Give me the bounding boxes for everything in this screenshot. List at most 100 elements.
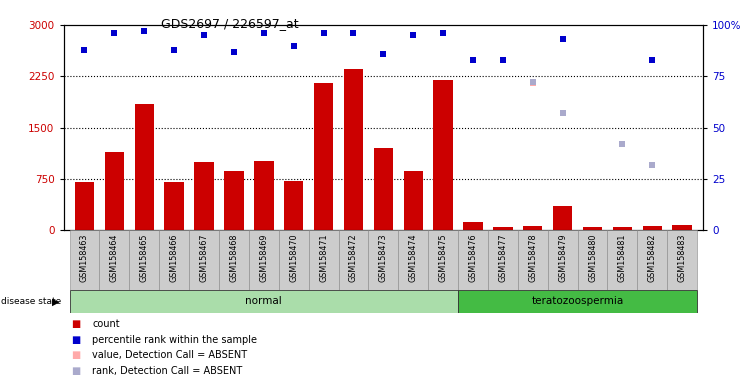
Bar [637, 230, 667, 290]
Bar [75, 182, 94, 230]
Bar [189, 230, 219, 290]
Text: value, Detection Call = ABSENT: value, Detection Call = ABSENT [92, 350, 247, 360]
Text: GSM158465: GSM158465 [140, 233, 149, 282]
Point [527, 79, 539, 86]
Bar [518, 230, 548, 290]
Text: ■: ■ [71, 319, 80, 329]
Bar [194, 162, 214, 230]
Text: GSM158482: GSM158482 [648, 233, 657, 282]
Point [616, 141, 628, 147]
Point [557, 110, 568, 116]
Bar [577, 230, 607, 290]
Bar [613, 227, 632, 230]
Point [168, 46, 180, 53]
Bar [219, 230, 249, 290]
Point [557, 36, 568, 42]
Bar [523, 226, 542, 230]
Bar [433, 80, 453, 230]
Text: GSM158464: GSM158464 [110, 233, 119, 282]
Bar [105, 152, 124, 230]
Bar [488, 230, 518, 290]
Bar [458, 290, 697, 313]
Bar [224, 171, 244, 230]
Bar [254, 161, 274, 230]
Point [108, 30, 120, 36]
Text: GSM158483: GSM158483 [678, 233, 687, 282]
Text: GSM158468: GSM158468 [230, 233, 239, 282]
Text: GSM158471: GSM158471 [319, 233, 328, 282]
Bar [279, 230, 309, 290]
Point [198, 32, 210, 38]
Text: GSM158463: GSM158463 [80, 233, 89, 282]
Point [377, 51, 389, 57]
Point [288, 43, 300, 49]
Text: rank, Detection Call = ABSENT: rank, Detection Call = ABSENT [92, 366, 242, 376]
Bar [398, 230, 428, 290]
Point [437, 30, 449, 36]
Point [497, 57, 509, 63]
Bar [374, 148, 393, 230]
Text: GSM158478: GSM158478 [528, 233, 537, 282]
Text: teratozoospermia: teratozoospermia [532, 296, 624, 306]
Text: GSM158473: GSM158473 [378, 233, 388, 282]
Text: ■: ■ [71, 366, 80, 376]
Text: ▶: ▶ [52, 296, 59, 306]
Bar [314, 83, 334, 230]
Bar [165, 182, 184, 230]
Bar [70, 230, 99, 290]
Point [138, 28, 150, 34]
Point [467, 57, 479, 63]
Bar [493, 227, 512, 230]
Text: GSM158467: GSM158467 [200, 233, 209, 282]
Point [646, 57, 658, 63]
Text: GSM158477: GSM158477 [498, 233, 507, 282]
Bar [99, 230, 129, 290]
Text: ■: ■ [71, 335, 80, 345]
Text: ■: ■ [71, 350, 80, 360]
Point [407, 32, 419, 38]
Text: percentile rank within the sample: percentile rank within the sample [92, 335, 257, 345]
Point [348, 30, 360, 36]
Point [646, 162, 658, 168]
Bar [135, 104, 154, 230]
Bar [159, 230, 189, 290]
Text: count: count [92, 319, 120, 329]
Text: normal: normal [245, 296, 282, 306]
Bar [369, 230, 398, 290]
Bar [344, 70, 364, 230]
Text: GSM158470: GSM158470 [289, 233, 298, 282]
Text: GSM158474: GSM158474 [408, 233, 417, 282]
Point [318, 30, 330, 36]
Bar [583, 227, 602, 230]
Text: GSM158476: GSM158476 [468, 233, 477, 282]
Point [527, 80, 539, 86]
Bar [129, 230, 159, 290]
Text: GSM158481: GSM158481 [618, 233, 627, 282]
Bar [70, 290, 458, 313]
Bar [672, 225, 692, 230]
Text: GSM158472: GSM158472 [349, 233, 358, 282]
Text: disease state: disease state [1, 297, 61, 306]
Point [258, 30, 270, 36]
Text: GDS2697 / 226597_at: GDS2697 / 226597_at [161, 17, 298, 30]
Bar [548, 230, 577, 290]
Point [79, 46, 91, 53]
Text: GSM158480: GSM158480 [588, 233, 597, 282]
Bar [667, 230, 697, 290]
Bar [403, 171, 423, 230]
Bar [458, 230, 488, 290]
Bar [309, 230, 339, 290]
Bar [553, 206, 572, 230]
Point [228, 49, 240, 55]
Bar [249, 230, 279, 290]
Bar [607, 230, 637, 290]
Text: GSM158479: GSM158479 [558, 233, 567, 282]
Bar [339, 230, 369, 290]
Bar [428, 230, 458, 290]
Bar [643, 226, 662, 230]
Text: GSM158475: GSM158475 [438, 233, 447, 282]
Bar [463, 222, 482, 230]
Text: GSM158466: GSM158466 [170, 233, 179, 282]
Text: GSM158469: GSM158469 [260, 233, 269, 282]
Bar [284, 181, 304, 230]
